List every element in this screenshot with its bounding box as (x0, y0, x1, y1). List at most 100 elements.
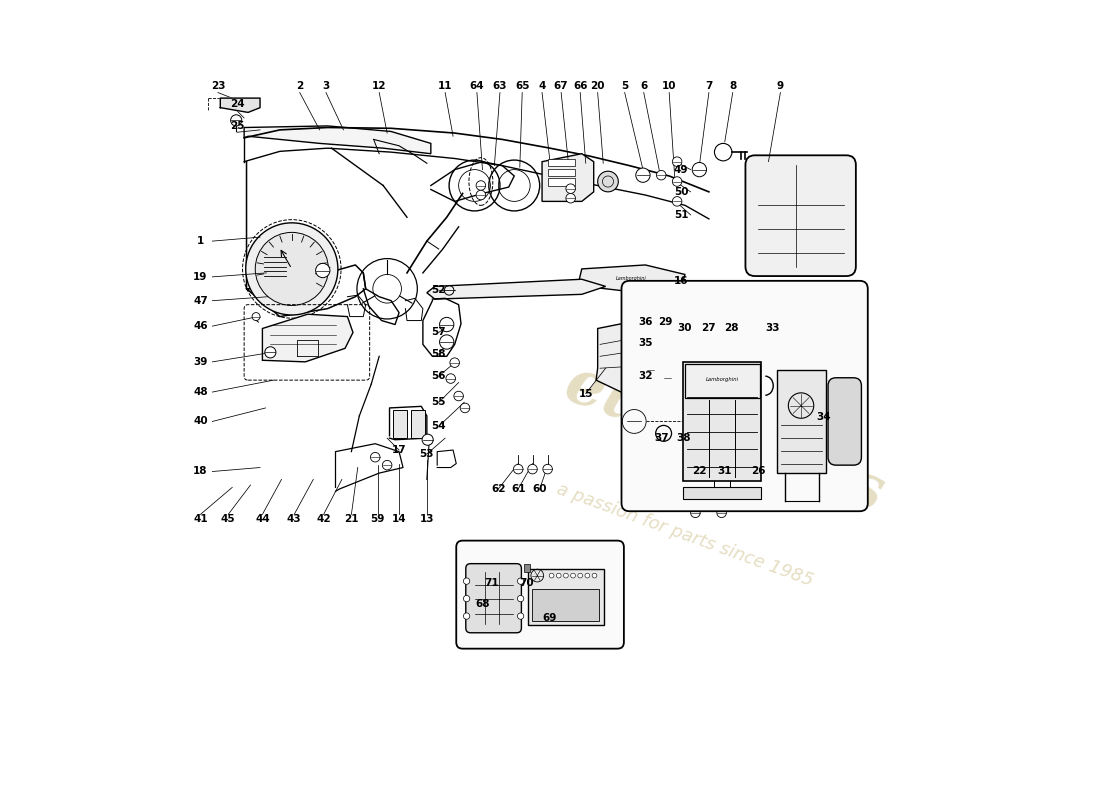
Circle shape (476, 190, 486, 200)
Circle shape (440, 318, 454, 332)
Text: 63: 63 (493, 81, 507, 91)
Circle shape (686, 381, 693, 387)
Text: 52: 52 (431, 286, 446, 295)
Bar (528, 570, 604, 625)
Text: 49: 49 (674, 165, 689, 174)
Circle shape (463, 613, 470, 619)
Text: 31: 31 (717, 466, 732, 477)
Bar (548, 159, 575, 166)
Circle shape (691, 508, 701, 518)
Circle shape (252, 313, 260, 321)
Text: 43: 43 (287, 514, 301, 524)
Text: 69: 69 (542, 614, 558, 623)
Text: 19: 19 (194, 272, 208, 282)
Circle shape (440, 335, 454, 349)
Text: 26: 26 (751, 466, 766, 477)
Text: 5: 5 (621, 81, 628, 91)
Text: 62: 62 (491, 484, 506, 494)
FancyBboxPatch shape (828, 378, 861, 465)
FancyBboxPatch shape (465, 564, 521, 633)
Text: 47: 47 (194, 296, 208, 306)
Circle shape (565, 194, 575, 203)
Circle shape (672, 157, 682, 166)
Circle shape (383, 460, 392, 470)
Bar (411, 410, 426, 438)
Circle shape (672, 177, 682, 186)
Polygon shape (427, 279, 606, 299)
Text: 57: 57 (431, 327, 447, 338)
Text: 39: 39 (194, 357, 208, 367)
FancyBboxPatch shape (621, 281, 868, 511)
Text: 41: 41 (194, 514, 208, 524)
Text: 34: 34 (817, 413, 832, 422)
Text: 29: 29 (658, 317, 672, 327)
Text: 38: 38 (676, 433, 691, 443)
Text: 65: 65 (515, 81, 529, 91)
Text: 71: 71 (484, 578, 498, 588)
Bar (685, 364, 760, 398)
Text: 66: 66 (573, 81, 587, 91)
Text: 8: 8 (729, 81, 736, 91)
Text: 58: 58 (431, 349, 446, 359)
Circle shape (517, 613, 524, 619)
Circle shape (231, 114, 242, 126)
Text: euroParts: euroParts (557, 354, 892, 526)
Circle shape (636, 168, 650, 182)
Text: 17: 17 (392, 445, 406, 455)
Text: 68: 68 (475, 599, 490, 609)
Text: 1: 1 (197, 236, 205, 246)
Text: 13: 13 (419, 514, 435, 524)
Circle shape (571, 573, 575, 578)
Circle shape (517, 578, 524, 584)
Circle shape (255, 232, 329, 306)
Circle shape (549, 573, 554, 578)
Circle shape (657, 170, 665, 180)
Circle shape (578, 573, 583, 578)
Text: 21: 21 (344, 514, 359, 524)
Circle shape (265, 346, 276, 358)
Circle shape (646, 366, 654, 374)
Circle shape (450, 358, 460, 367)
Text: 20: 20 (591, 81, 605, 91)
Text: 55: 55 (431, 398, 446, 407)
Text: 36: 36 (638, 317, 652, 327)
Bar (548, 178, 575, 186)
Polygon shape (596, 321, 661, 396)
Circle shape (517, 595, 524, 602)
Text: 46: 46 (194, 321, 208, 331)
Polygon shape (244, 126, 431, 154)
Text: 28: 28 (724, 323, 738, 334)
Text: 40: 40 (194, 417, 208, 426)
Text: 24: 24 (230, 99, 244, 110)
Circle shape (422, 434, 433, 446)
Circle shape (245, 223, 338, 315)
Bar (683, 486, 761, 498)
Text: 56: 56 (431, 371, 446, 381)
Text: 67: 67 (553, 81, 569, 91)
Polygon shape (220, 98, 260, 113)
Circle shape (528, 464, 537, 474)
Text: a passion for parts since 1985: a passion for parts since 1985 (554, 480, 816, 590)
Text: 32: 32 (638, 371, 652, 381)
Text: Lamborghini: Lamborghini (706, 377, 739, 382)
Text: 61: 61 (512, 484, 526, 494)
Circle shape (626, 414, 642, 430)
Polygon shape (263, 314, 353, 362)
Text: 10: 10 (662, 81, 676, 91)
Text: 50: 50 (674, 187, 689, 197)
Circle shape (463, 578, 470, 584)
Circle shape (672, 197, 682, 206)
Circle shape (565, 184, 575, 194)
Text: 27: 27 (702, 323, 716, 334)
Text: 22: 22 (692, 466, 706, 477)
Text: 37: 37 (653, 433, 669, 443)
Text: 25: 25 (230, 121, 244, 131)
Text: 44: 44 (255, 514, 270, 524)
Circle shape (557, 573, 561, 578)
Text: 53: 53 (419, 449, 435, 459)
Text: 9: 9 (777, 81, 784, 91)
Text: 54: 54 (431, 422, 447, 431)
Polygon shape (578, 265, 685, 292)
Text: 42: 42 (317, 514, 331, 524)
Circle shape (543, 464, 552, 474)
